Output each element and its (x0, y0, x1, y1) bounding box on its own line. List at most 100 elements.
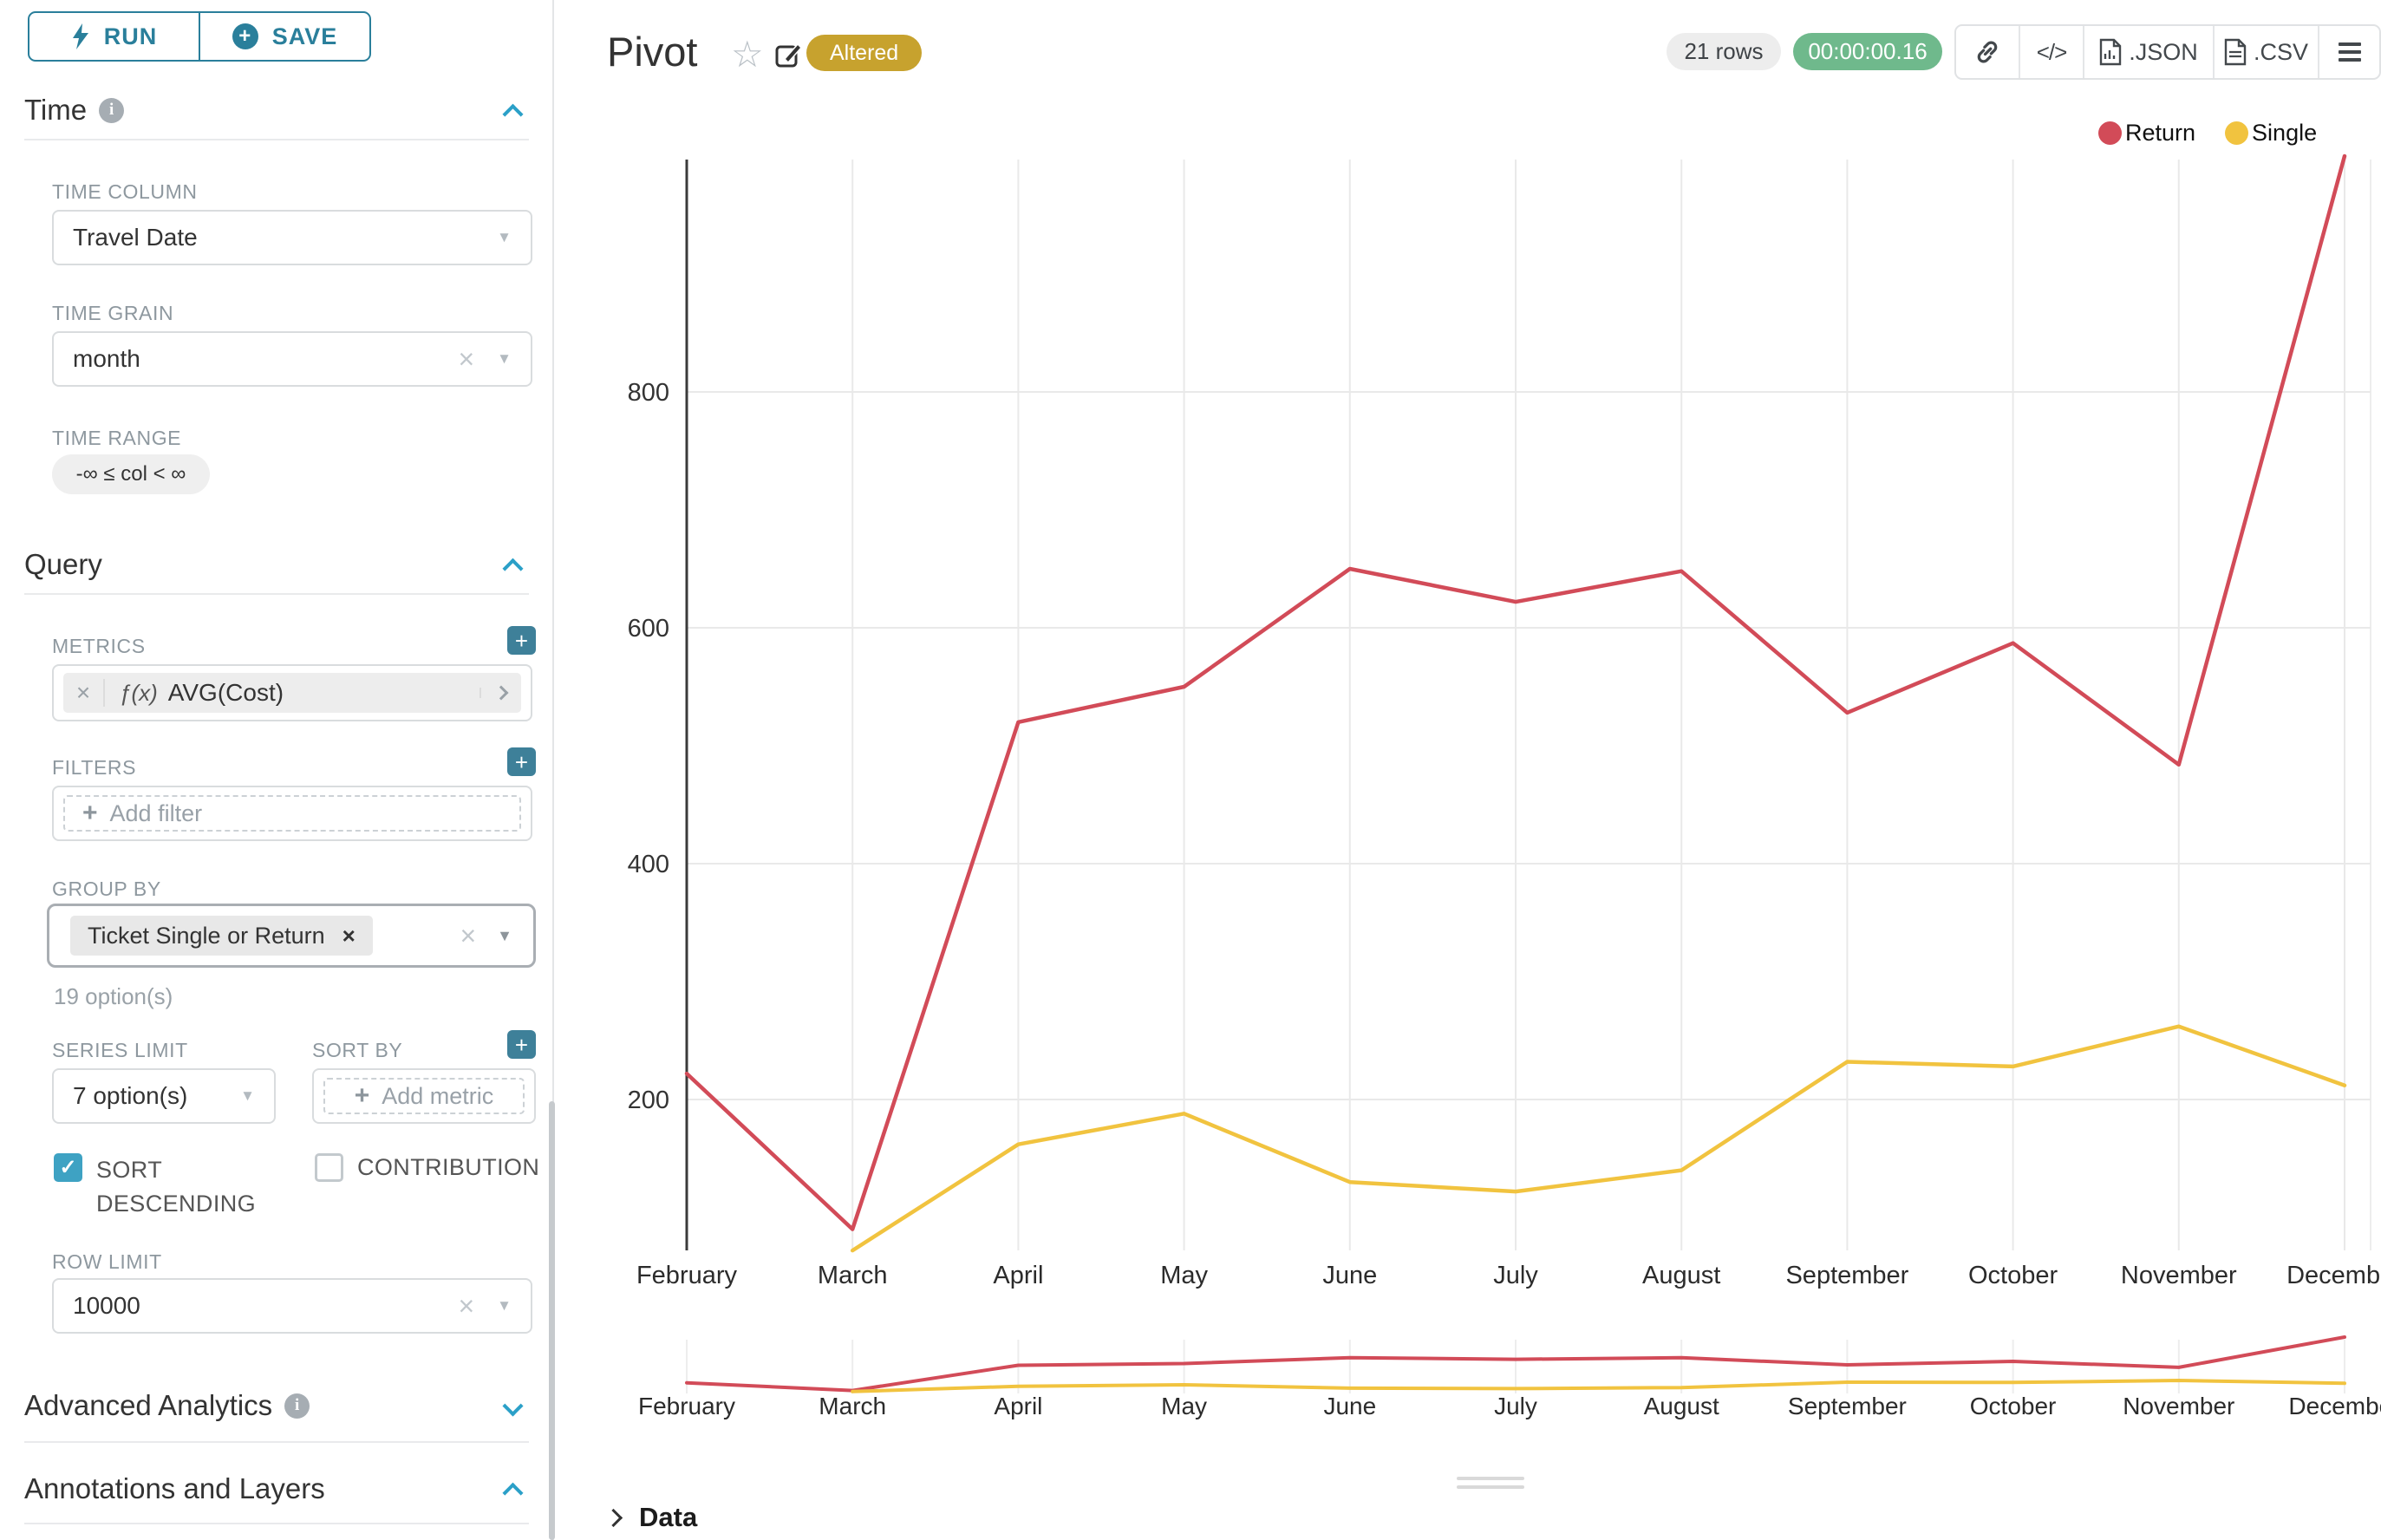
divider (24, 1523, 529, 1524)
add-filter-text: Add filter (109, 799, 203, 826)
svg-text:December: December (2286, 1262, 2381, 1289)
edit-title-icon[interactable] (774, 40, 804, 74)
time-column-select[interactable]: Travel Date ▼ (52, 210, 532, 265)
plus-icon: + (354, 1081, 370, 1110)
query-section-header[interactable]: Query (24, 548, 529, 581)
group-by-select[interactable]: Ticket Single or Return × × ▼ (47, 904, 536, 968)
svg-text:600: 600 (628, 615, 669, 643)
function-icon: ƒ(x) (119, 679, 158, 706)
svg-text:June: June (1322, 1262, 1377, 1289)
row-count-badge: 21 rows (1667, 33, 1781, 70)
altered-badge-text: Altered (830, 40, 899, 65)
add-metric-button[interactable]: + (507, 626, 536, 655)
svg-text:May: May (1160, 1262, 1208, 1289)
add-filter-dropzone[interactable]: + Add filter (63, 795, 521, 832)
export-csv-label: .CSV (2253, 38, 2309, 65)
export-json-label: .JSON (2129, 38, 2198, 65)
svg-text:September: September (1788, 1393, 1907, 1419)
favorite-star-icon[interactable]: ☆ (731, 34, 764, 75)
export-json-button[interactable]: .JSON (2083, 26, 2213, 78)
legend-dot-single (2225, 121, 2249, 145)
panel-divider[interactable] (552, 0, 554, 1540)
caret-down-icon: ▼ (497, 229, 512, 245)
contribution-text: CONTRIBUTION (357, 1154, 540, 1180)
svg-text:December: December (2288, 1393, 2381, 1419)
legend-label-return: Return (2125, 120, 2196, 146)
annotations-header[interactable]: Annotations and Layers (24, 1472, 529, 1505)
add-sort-metric-dropzone[interactable]: + Add metric (323, 1078, 525, 1114)
caret-down-icon: ▼ (497, 926, 512, 944)
add-sort-metric-button[interactable]: + (507, 1030, 536, 1059)
query-timer-text: 00:00:00.16 (1808, 38, 1928, 64)
page-title: Pivot (607, 29, 698, 75)
series-limit-select[interactable]: 7 option(s) ▼ (52, 1068, 276, 1124)
sidebar-scrollbar[interactable] (549, 1101, 555, 1540)
time-grain-select[interactable]: month × ▼ (52, 331, 532, 387)
metrics-label: METRICS (52, 635, 146, 657)
data-panel-toggle[interactable]: Data (603, 1502, 698, 1533)
lightning-icon (72, 23, 88, 49)
contribution-control[interactable]: CONTRIBUTION (315, 1153, 539, 1182)
clear-icon[interactable]: × (458, 1289, 475, 1321)
group-by-tag-text: Ticket Single or Return (88, 922, 325, 949)
clear-icon[interactable]: × (460, 919, 477, 951)
hamburger-icon (2338, 42, 2361, 62)
expand-metric-button[interactable] (479, 685, 521, 701)
svg-text:February: February (636, 1262, 738, 1289)
advanced-analytics-title: Advanced Analytics (24, 1389, 273, 1421)
query-timer-badge: 00:00:00.16 (1793, 33, 1942, 70)
svg-text:June: June (1323, 1393, 1376, 1419)
query-section-title: Query (24, 548, 102, 580)
group-by-label: GROUP BY (52, 878, 161, 900)
svg-text:April: April (994, 1393, 1042, 1419)
legend-item-return[interactable]: Return (2098, 120, 2195, 147)
sort-by-label: SORT BY (312, 1039, 403, 1061)
add-filter-button[interactable]: + (507, 747, 536, 776)
panel-resize-handle[interactable] (1457, 1477, 1524, 1494)
contribution-checkbox[interactable] (315, 1153, 343, 1182)
remove-tag-icon[interactable]: × (342, 922, 356, 949)
export-toolbar: </> .JSON .CSV (1954, 24, 2381, 80)
svg-text:February: February (638, 1393, 735, 1419)
metrics-box: × ƒ(x) AVG(Cost) (52, 664, 532, 721)
link-icon (1977, 41, 1998, 63)
svg-text:March: March (818, 1262, 888, 1289)
caret-down-icon: ▼ (497, 1297, 512, 1314)
time-column-value: Travel Date (73, 224, 198, 251)
view-query-button[interactable]: </> (2019, 26, 2083, 78)
series-limit-value: 7 option(s) (73, 1082, 188, 1109)
legend-item-single[interactable]: Single (2225, 120, 2317, 147)
svg-text:October: October (1968, 1262, 2058, 1289)
copy-link-button[interactable] (1956, 26, 2019, 78)
time-column-label: TIME COLUMN (52, 180, 198, 203)
data-panel-label: Data (639, 1502, 698, 1532)
csv-file-icon (2224, 38, 2247, 66)
group-by-tag[interactable]: Ticket Single or Return × (70, 916, 373, 956)
altered-badge[interactable]: Altered (806, 35, 923, 71)
time-range-pill[interactable]: -∞ ≤ col < ∞ (52, 454, 210, 494)
row-limit-select[interactable]: 10000 × ▼ (52, 1278, 532, 1334)
advanced-analytics-header[interactable]: Advanced Analytics i (24, 1389, 529, 1422)
export-csv-button[interactable]: .CSV (2213, 26, 2318, 78)
control-panel-sidebar: RUN + SAVE Time i TIME COLUMN Travel Dat… (0, 0, 552, 1540)
sort-descending-checkbox[interactable]: ✓ (54, 1153, 82, 1182)
run-save-group: RUN + SAVE (28, 11, 371, 62)
svg-text:March: March (819, 1393, 886, 1419)
remove-metric-icon[interactable]: × (63, 679, 105, 707)
svg-text:July: July (1493, 1262, 1538, 1289)
chart-menu-button[interactable] (2318, 26, 2379, 78)
svg-text:August: August (1642, 1262, 1720, 1289)
clear-icon[interactable]: × (458, 343, 475, 375)
time-grain-label: TIME GRAIN (52, 302, 174, 324)
metric-pill[interactable]: × ƒ(x) AVG(Cost) (63, 673, 521, 713)
svg-text:200: 200 (628, 1086, 669, 1114)
save-button[interactable]: + SAVE (199, 13, 369, 60)
run-button[interactable]: RUN (29, 13, 199, 60)
metric-value: AVG(Cost) (167, 679, 284, 706)
svg-text:April: April (993, 1262, 1043, 1289)
time-section-header[interactable]: Time i (24, 94, 529, 127)
time-range-value: -∞ ≤ col < ∞ (75, 462, 186, 486)
row-limit-label: ROW LIMIT (52, 1250, 162, 1273)
svg-text:July: July (1494, 1393, 1537, 1419)
